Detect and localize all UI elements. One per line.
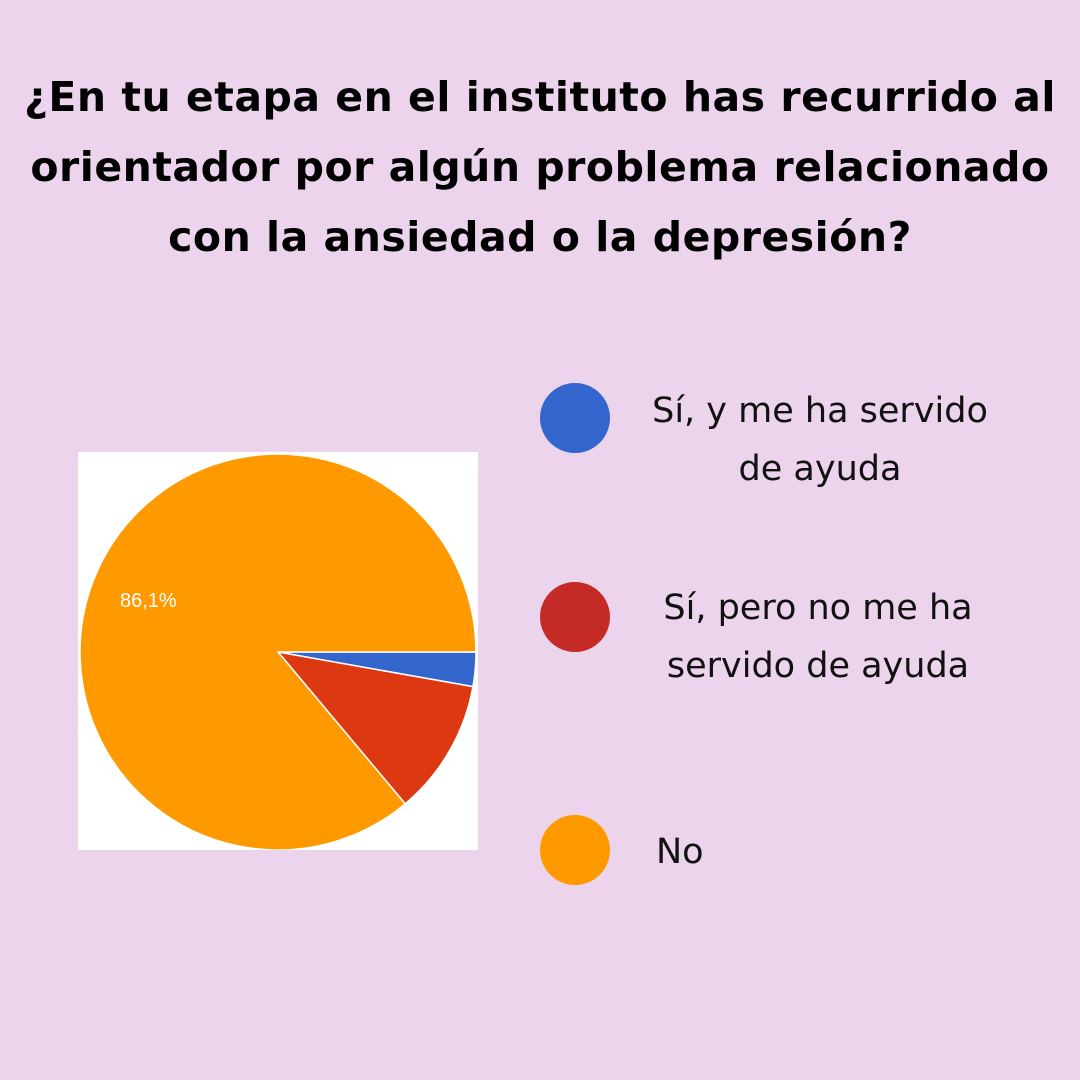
chart-title-line: con la ansiedad o la depresión? xyxy=(168,213,912,261)
pie-chart-panel: 86,1% xyxy=(78,452,478,850)
legend-swatch-red xyxy=(540,582,610,652)
legend-label: Sí, y me ha servido de ayuda xyxy=(652,391,988,489)
chart-title: ¿En tu etapa en el instituto has recurri… xyxy=(20,62,1060,272)
chart-title-line: ¿En tu etapa en el instituto has recurri… xyxy=(24,73,1056,121)
pie-slice-si-no-ayuda xyxy=(276,650,474,805)
pie-data-label-no: 86,1% xyxy=(120,590,177,612)
legend-swatch-orange xyxy=(540,815,610,885)
legend-label: Sí, pero no me ha servido de ayuda xyxy=(663,588,973,686)
legend-item-si-no-ayuda: Sí, pero no me ha servido de ayuda xyxy=(540,582,1060,686)
legend-item-no: No xyxy=(540,815,1060,895)
legend-item-si-ayuda: Sí, y me ha servido de ayuda xyxy=(540,383,1060,489)
legend-swatch-blue xyxy=(540,383,610,453)
pie-slice-no xyxy=(79,453,477,850)
pie-chart: 86,1% xyxy=(79,453,477,850)
chart-title-line: orientador por algún problema relacionad… xyxy=(30,143,1050,191)
legend-label: No xyxy=(656,832,704,872)
